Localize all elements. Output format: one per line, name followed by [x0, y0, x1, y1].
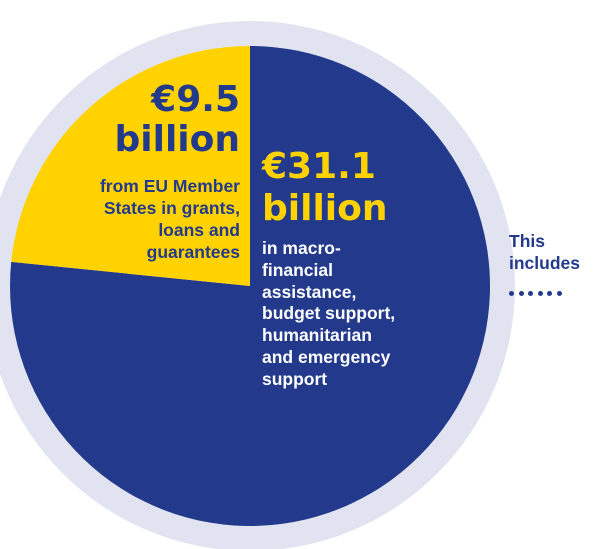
blue-desc-line: support	[262, 368, 328, 389]
yellow-desc-line: States in grants,	[103, 198, 240, 218]
blue-desc-line: budget support,	[262, 303, 396, 324]
yellow-desc-line: guarantees	[146, 242, 240, 262]
blue-slice-amount-label: €31.1 billion	[262, 146, 422, 230]
yellow-slice	[11, 46, 251, 286]
blue-slice	[10, 46, 490, 526]
side-note-line: This	[509, 231, 545, 251]
blue-desc-line: in macro-	[262, 238, 341, 258]
blue-slice-description: in macro- financial assistance, budget s…	[262, 238, 462, 391]
yellow-slice-amount: €9.5	[151, 79, 240, 120]
blue-desc-line: financial	[262, 259, 333, 280]
blue-desc-line: assistance,	[262, 281, 357, 302]
yellow-desc-line: loans and	[158, 220, 240, 240]
yellow-slice-unit: billion	[114, 119, 241, 160]
yellow-slice-amount-label: €9.5 billion	[100, 79, 241, 160]
side-note-line: includes	[509, 253, 580, 273]
side-note: This includes	[509, 230, 599, 274]
blue-desc-line: humanitarian	[262, 325, 372, 346]
blue-slice-amount: €31.1	[262, 146, 376, 187]
pie-slices	[10, 46, 490, 526]
dotted-leader-icon	[509, 291, 589, 299]
blue-desc-line: and emergency	[262, 346, 391, 367]
yellow-desc-line: from EU Member	[99, 176, 240, 196]
yellow-slice-description: from EU Member States in grants, loans a…	[30, 175, 240, 263]
blue-slice-unit: billion	[262, 188, 388, 229]
